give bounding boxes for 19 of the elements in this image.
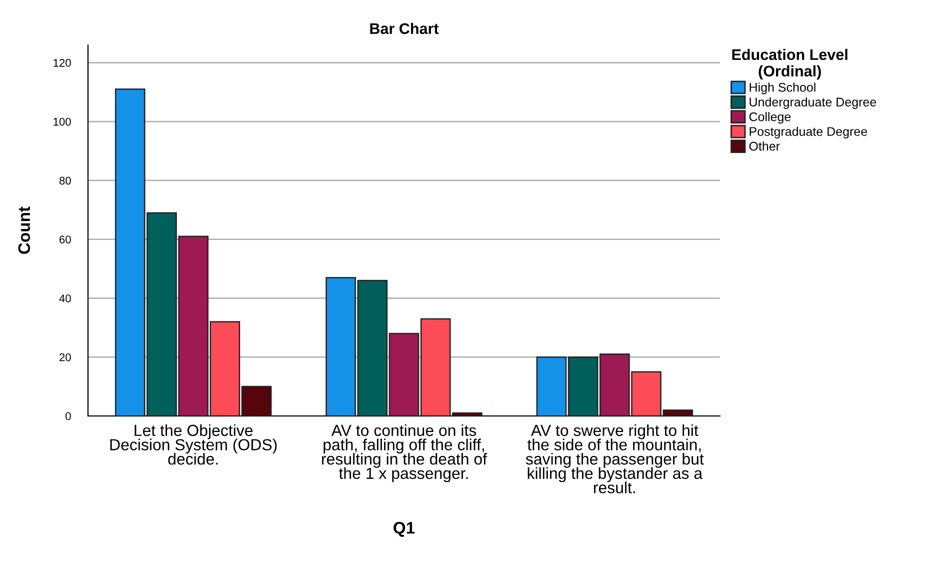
y-tick-label: 0 [66, 412, 71, 420]
legend-label: Undergraduate Degree [750, 97, 876, 109]
legend-title: Education Level (Ordinal) [732, 48, 848, 80]
chart-title: Bar Chart [370, 22, 439, 34]
y-tick-label: 20 [60, 353, 71, 362]
y-tick-label: 40 [59, 294, 71, 302]
y-axis-title: Count [18, 206, 30, 254]
y-tick-label: 100 [54, 118, 71, 126]
y-tick-label: 60 [60, 236, 71, 244]
y-tick-label: 80 [59, 176, 71, 185]
x-tick-label: AV to continue on its path, falling off the cliff, resulting in the death of the 1 x passenger. [322, 424, 488, 482]
legend-label: College [749, 112, 791, 124]
x-axis-title: Q1 [394, 522, 415, 537]
legend-label: High School [750, 82, 816, 94]
legend-label: Postgraduate Degree [750, 126, 868, 138]
x-tick-label: Let the Objective Decision System (ODS) decide. [110, 424, 277, 465]
legend-label: Other [749, 141, 780, 151]
y-tick-label: 120 [54, 58, 71, 67]
x-tick-label: AV to swerve right to hit the side of the mountain, saving the passenger but killing the bystander as a result. [526, 424, 704, 494]
